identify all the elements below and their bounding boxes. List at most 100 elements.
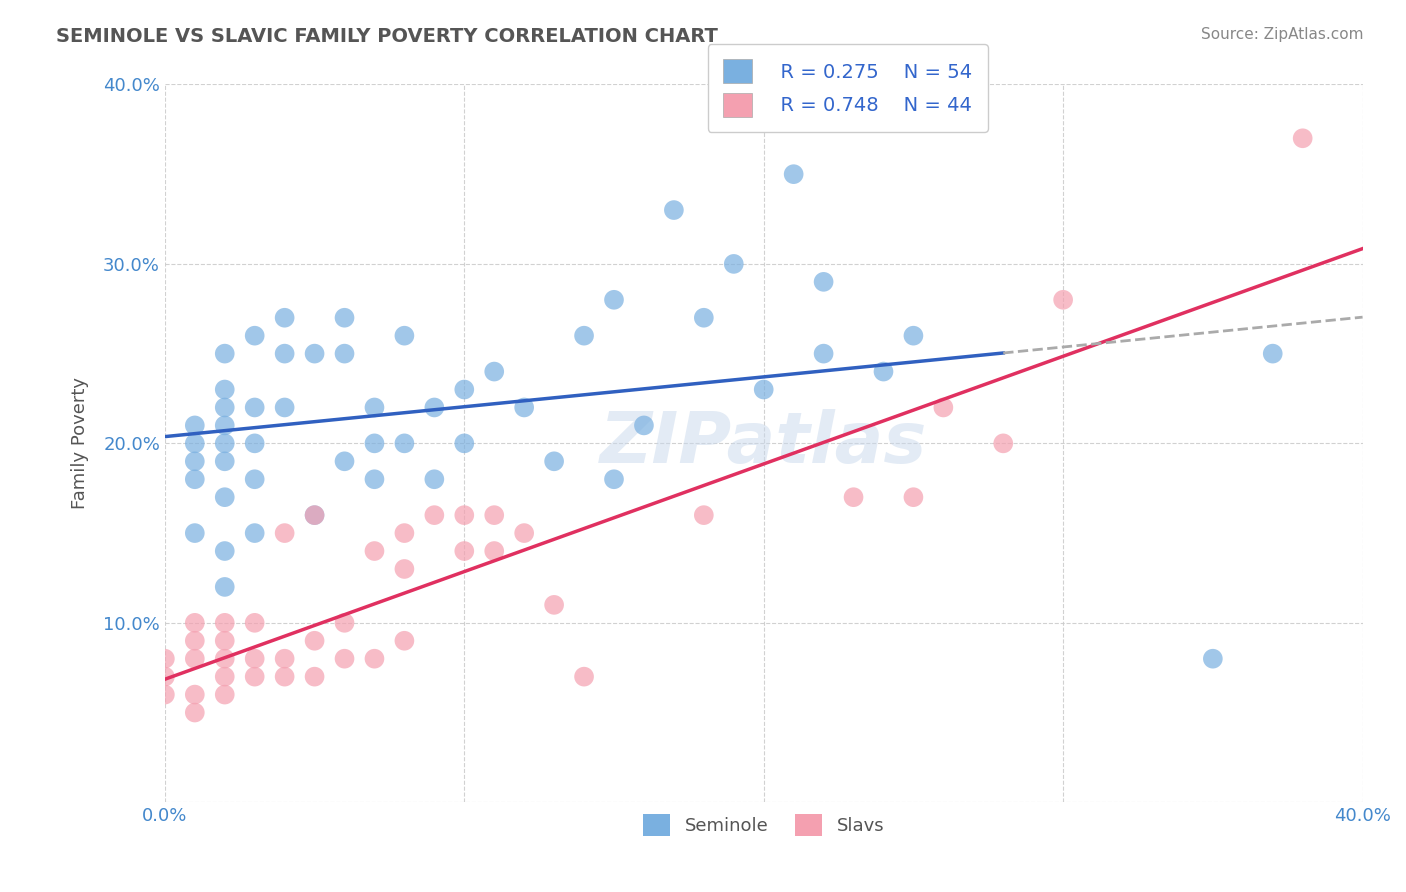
Point (184, 706, 207, 720)
Point (153, 651, 176, 665)
Point (423, 401, 446, 415)
Point (214, 490, 236, 504)
Point (453, 544, 475, 558)
Point (423, 508, 446, 523)
Point (603, 472, 626, 486)
Point (572, 670, 595, 684)
Point (543, 454, 565, 468)
Point (304, 670, 326, 684)
Point (1292, 131, 1315, 145)
Point (243, 436, 266, 450)
Point (394, 436, 416, 450)
Point (304, 508, 326, 523)
Point (903, 328, 925, 343)
Point (453, 436, 475, 450)
Point (633, 418, 655, 433)
Point (333, 346, 356, 360)
Point (243, 328, 266, 343)
Point (214, 454, 236, 468)
Point (214, 615, 236, 630)
Point (214, 418, 236, 433)
Point (153, 688, 176, 702)
Point (184, 418, 207, 433)
Point (723, 257, 745, 271)
Point (603, 293, 626, 307)
Point (214, 688, 236, 702)
Point (543, 598, 565, 612)
Point (333, 310, 356, 325)
Text: SEMINOLE VS SLAVIC FAMILY POVERTY CORRELATION CHART: SEMINOLE VS SLAVIC FAMILY POVERTY CORREL… (56, 27, 718, 45)
Point (423, 472, 446, 486)
Point (184, 472, 207, 486)
Point (243, 472, 266, 486)
Point (1261, 346, 1284, 360)
Point (782, 167, 804, 181)
Point (273, 670, 295, 684)
Point (513, 526, 536, 541)
Point (513, 401, 536, 415)
Point (484, 508, 506, 523)
Point (243, 651, 266, 665)
Point (273, 651, 295, 665)
Point (273, 401, 295, 415)
Point (363, 472, 385, 486)
Point (903, 490, 925, 504)
Point (184, 633, 207, 648)
Point (363, 651, 385, 665)
Point (184, 526, 207, 541)
Point (363, 544, 385, 558)
Point (394, 526, 416, 541)
Point (752, 383, 775, 397)
Point (304, 346, 326, 360)
Point (842, 490, 865, 504)
Point (1202, 651, 1225, 665)
Point (693, 310, 716, 325)
Point (273, 526, 295, 541)
Point (243, 526, 266, 541)
Point (243, 615, 266, 630)
Point (453, 383, 475, 397)
Point (304, 508, 326, 523)
Point (993, 436, 1015, 450)
Legend: Seminole, Slavs: Seminole, Slavs (636, 807, 891, 844)
Point (484, 365, 506, 379)
Point (184, 436, 207, 450)
Point (184, 454, 207, 468)
Point (813, 275, 835, 289)
Point (184, 688, 207, 702)
Point (304, 633, 326, 648)
Point (572, 328, 595, 343)
Y-axis label: Family Poverty: Family Poverty (72, 377, 89, 509)
Point (363, 436, 385, 450)
Point (214, 670, 236, 684)
Point (932, 401, 955, 415)
Text: ZIPatlas: ZIPatlas (600, 409, 928, 478)
Point (394, 633, 416, 648)
Point (214, 383, 236, 397)
Point (363, 401, 385, 415)
Point (214, 436, 236, 450)
Point (1052, 293, 1074, 307)
Point (153, 670, 176, 684)
Point (333, 651, 356, 665)
Point (662, 202, 685, 217)
Point (394, 328, 416, 343)
Point (243, 401, 266, 415)
Point (273, 310, 295, 325)
Point (214, 580, 236, 594)
Point (214, 651, 236, 665)
Point (214, 401, 236, 415)
Point (243, 670, 266, 684)
Point (214, 633, 236, 648)
Point (184, 651, 207, 665)
Point (394, 562, 416, 576)
Point (273, 346, 295, 360)
Point (333, 454, 356, 468)
Point (214, 544, 236, 558)
Point (184, 615, 207, 630)
Point (484, 544, 506, 558)
Point (693, 508, 716, 523)
Text: Source: ZipAtlas.com: Source: ZipAtlas.com (1201, 27, 1364, 42)
Point (813, 346, 835, 360)
Point (453, 508, 475, 523)
